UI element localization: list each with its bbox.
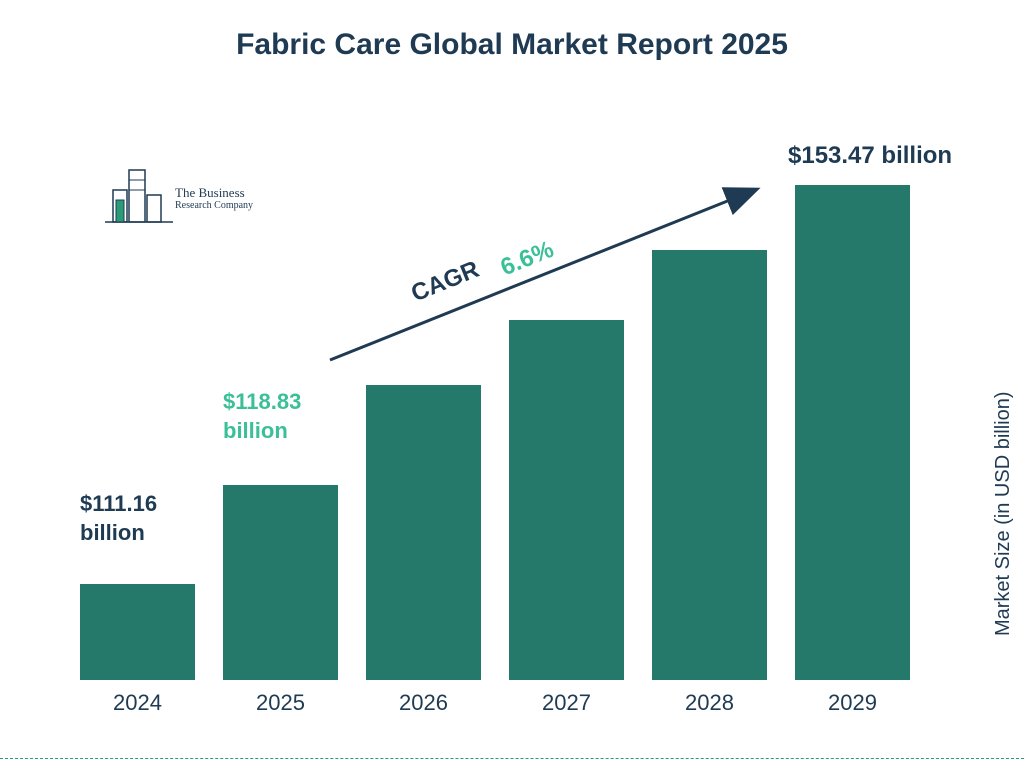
bottom-separator bbox=[0, 758, 1024, 759]
data-label-1: $118.83 billion bbox=[223, 388, 343, 445]
growth-arrow-icon bbox=[0, 0, 1024, 768]
data-label-2: $153.47 billion bbox=[788, 140, 1008, 171]
chart-container: Fabric Care Global Market Report 2025 Th… bbox=[0, 0, 1024, 768]
y-axis-label: Market Size (in USD billion) bbox=[993, 392, 1016, 637]
data-label-0: $111.16 billion bbox=[80, 490, 200, 547]
